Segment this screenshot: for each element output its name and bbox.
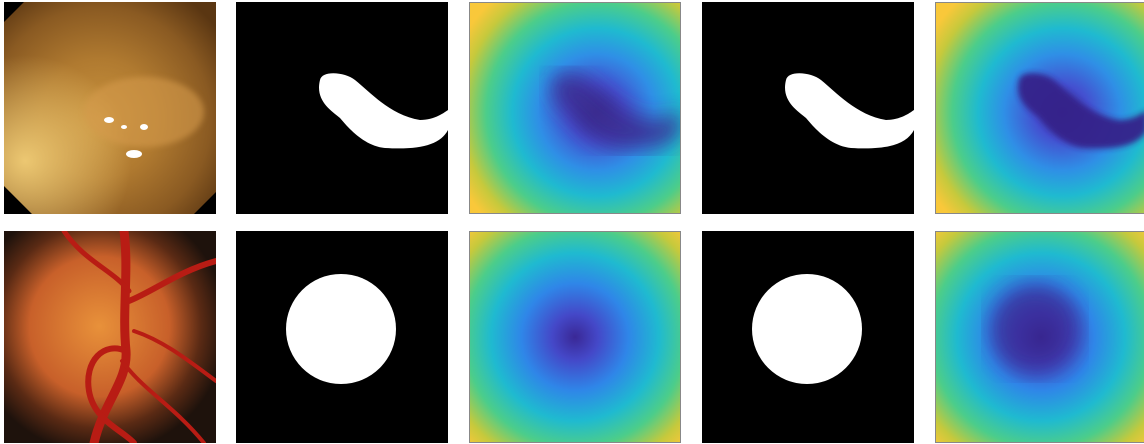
distance-map-prediction (935, 2, 1144, 214)
distance-map-ground-truth (469, 231, 681, 443)
figure (0, 0, 1144, 444)
mask-ground-truth (236, 231, 448, 443)
colonoscopy-image (4, 2, 216, 214)
distance-map-prediction (935, 231, 1144, 443)
mask-ground-truth (236, 2, 448, 214)
distance-map-ground-truth (469, 2, 681, 214)
mask-prediction (702, 231, 914, 443)
fundus-image (4, 231, 216, 443)
mask-prediction (702, 2, 914, 214)
